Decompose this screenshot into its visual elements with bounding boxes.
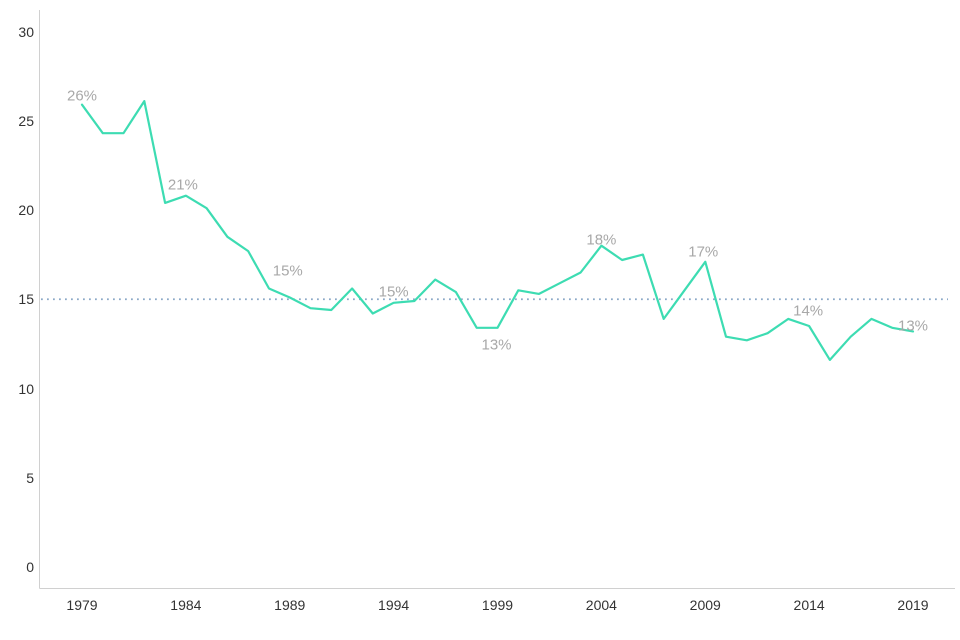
point-label-1999: 13%: [481, 336, 512, 354]
point-label-2014: 14%: [793, 302, 824, 320]
data-line: [80, 99, 915, 361]
point-label-1994: 15%: [378, 283, 409, 301]
y-tick-label-10: 10: [18, 380, 34, 397]
x-tick-label-1979: 1979: [66, 597, 98, 613]
point-label-2004: 18%: [586, 231, 617, 249]
x-tick-label-2019: 2019: [897, 597, 929, 613]
y-tick-label-0: 0: [26, 559, 34, 575]
y-tick-label-5: 5: [26, 469, 34, 486]
point-label-1979: 26%: [66, 87, 98, 105]
point-label-1989: 15%: [272, 262, 303, 280]
y-tick-label-25: 25: [18, 112, 34, 129]
y-tick-label-30: 30: [18, 23, 34, 40]
y-tick-label-20: 20: [18, 202, 34, 218]
point-label-2019: 13%: [897, 317, 929, 335]
x-tick-label-1994: 1994: [378, 597, 410, 613]
x-tick-label-2014: 2014: [793, 597, 825, 613]
x-tick-label-2009: 2009: [689, 597, 721, 613]
x-tick-label-1984: 1984: [170, 597, 202, 613]
y-tick-label-15: 15: [18, 291, 34, 308]
x-tick-label-1989: 1989: [274, 597, 306, 613]
point-label-1984: 21%: [167, 176, 198, 194]
x-tick-label-2004: 2004: [585, 597, 617, 613]
point-label-2009: 17%: [688, 243, 719, 261]
x-tick-label-1999: 1999: [481, 597, 514, 613]
